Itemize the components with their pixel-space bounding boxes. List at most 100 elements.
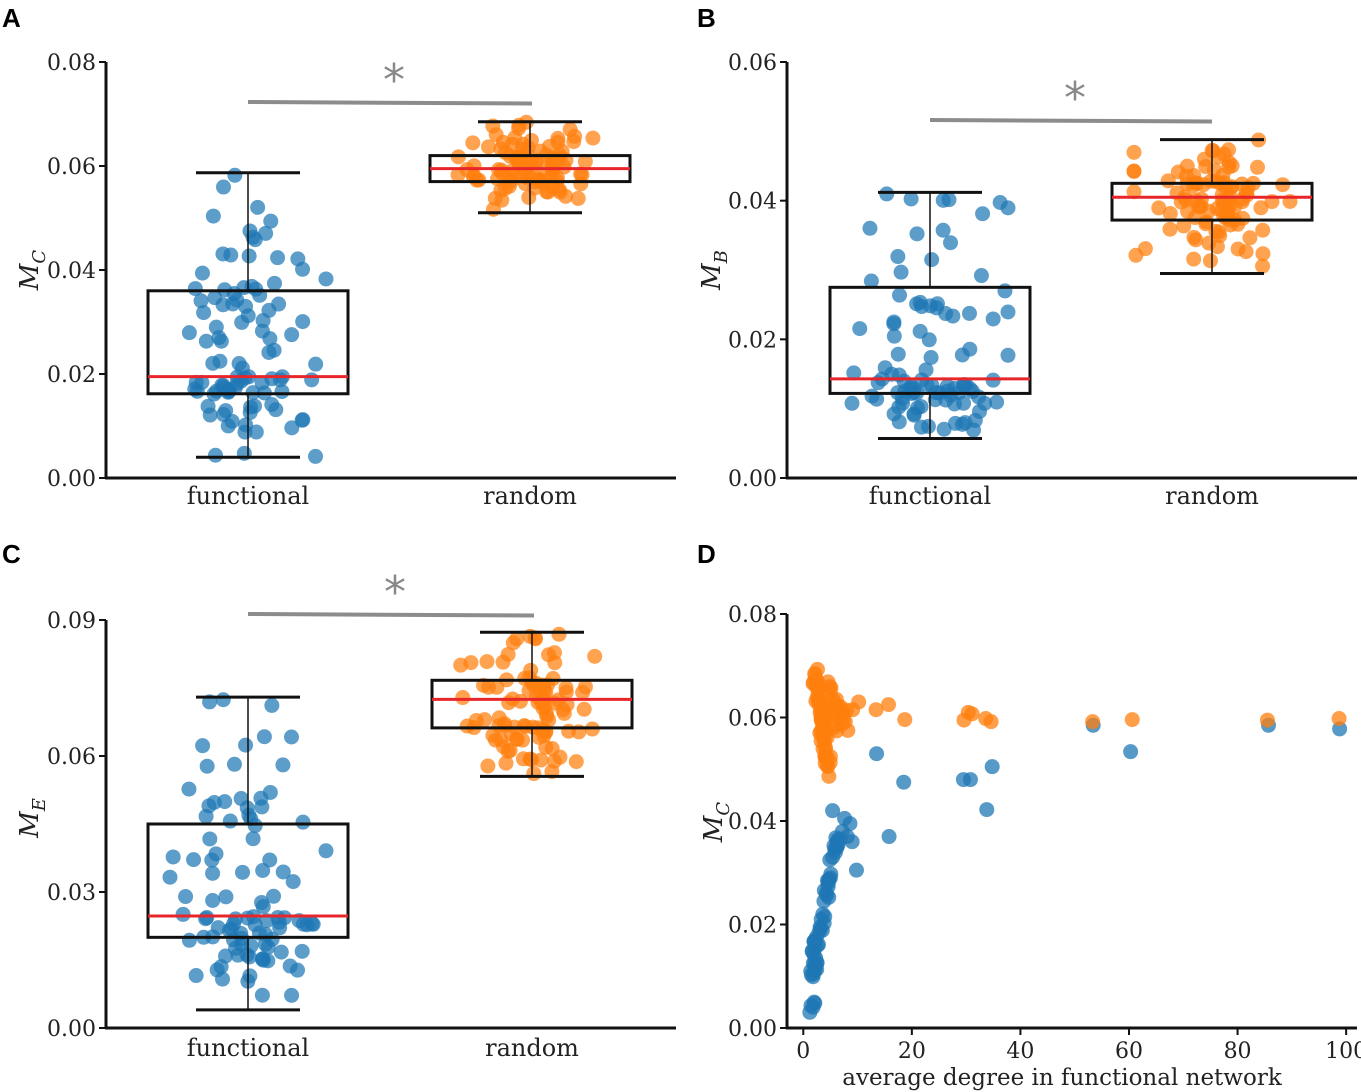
- data-point-functional: [805, 955, 821, 971]
- data-point-random: [497, 718, 513, 734]
- data-point-random: [1214, 202, 1230, 218]
- data-point-random: [495, 134, 511, 150]
- data-point-functional: [162, 869, 178, 885]
- data-point-functional: [820, 879, 836, 895]
- data-point-functional: [226, 756, 242, 772]
- data-point-functional: [846, 365, 862, 381]
- data-point-functional: [218, 403, 234, 419]
- data-point-random: [809, 661, 825, 677]
- data-point-functional: [205, 865, 221, 881]
- data-point-random: [1186, 251, 1202, 267]
- data-point-functional: [212, 353, 228, 369]
- data-point-functional: [253, 895, 269, 911]
- y-axis-title: MC: [699, 802, 734, 844]
- data-point-functional: [1123, 744, 1139, 760]
- data-point-functional: [869, 391, 885, 407]
- data-point-random: [517, 176, 533, 192]
- data-point-random: [533, 752, 549, 768]
- y-axis-title-main: M: [15, 262, 45, 291]
- data-point-functional: [267, 275, 283, 291]
- data-point-functional: [262, 852, 278, 868]
- data-point-random: [805, 676, 821, 692]
- box-functional: [828, 190, 1032, 440]
- data-point-random: [465, 135, 481, 151]
- y-axis-title: MC: [15, 250, 50, 292]
- data-point-random: [495, 739, 511, 755]
- data-point-functional: [935, 222, 951, 238]
- data-point-functional: [231, 356, 247, 372]
- data-point-random: [551, 182, 567, 198]
- box-functional: [146, 695, 350, 1012]
- data-point-random: [1170, 164, 1186, 180]
- data-point-random: [495, 654, 511, 670]
- data-point-functional: [187, 281, 203, 297]
- data-point-functional: [193, 293, 209, 309]
- data-point-functional: [266, 888, 282, 904]
- data-point-random: [1331, 711, 1347, 727]
- y-tick-label: 0.06: [47, 745, 96, 770]
- data-point-functional: [848, 862, 864, 878]
- data-point-functional: [247, 818, 263, 834]
- data-point-functional: [202, 831, 218, 847]
- data-point-functional: [807, 934, 823, 950]
- data-point-random: [575, 684, 591, 700]
- y-tick-label: 0.06: [47, 155, 96, 180]
- data-point-functional: [308, 448, 324, 464]
- points-random: [453, 626, 603, 782]
- category-label: functional: [187, 482, 309, 510]
- data-point-functional: [221, 922, 237, 938]
- data-point-random: [562, 121, 578, 137]
- data-point-random: [453, 657, 469, 673]
- data-point-functional: [1000, 347, 1016, 363]
- data-point-random: [471, 172, 487, 188]
- box-random: [428, 120, 632, 215]
- data-point-random: [576, 701, 592, 717]
- category-label: functional: [869, 482, 991, 510]
- data-point-random: [817, 711, 833, 727]
- data-point-random: [1250, 159, 1266, 175]
- data-point-functional: [923, 350, 939, 366]
- data-point-functional: [962, 772, 978, 788]
- x-tick-label: 100: [1325, 1039, 1361, 1064]
- data-point-functional: [238, 737, 254, 753]
- data-point-functional: [803, 967, 819, 983]
- data-point-functional: [954, 347, 970, 363]
- y-tick-label: 0.04: [47, 259, 96, 284]
- data-point-random: [544, 168, 560, 184]
- data-point-functional: [862, 220, 878, 236]
- data-point-functional: [188, 968, 204, 984]
- points-functional: [181, 167, 334, 464]
- box-functional: [146, 171, 350, 459]
- data-point-functional: [248, 424, 264, 440]
- panel-letter: D: [697, 539, 716, 569]
- y-tick-label: 0.00: [47, 467, 96, 492]
- data-point-functional: [295, 412, 311, 428]
- data-point-random: [1151, 200, 1167, 216]
- points-random: [450, 114, 601, 217]
- data-point-functional: [213, 333, 229, 349]
- data-point-functional: [178, 889, 194, 905]
- y-tick-label: 0.00: [47, 1017, 96, 1042]
- data-point-functional: [238, 417, 254, 433]
- data-point-functional: [186, 852, 202, 868]
- y-tick-label: 0.02: [728, 328, 777, 353]
- data-point-functional: [196, 305, 212, 321]
- data-point-random: [585, 130, 601, 146]
- data-point-functional: [852, 321, 868, 337]
- data-point-functional: [218, 948, 234, 964]
- y-axis-title-sub: C: [713, 802, 734, 816]
- data-point-functional: [938, 306, 954, 322]
- data-point-random: [1176, 218, 1192, 234]
- y-tick-label: 0.09: [47, 609, 96, 634]
- data-point-functional: [943, 235, 959, 251]
- box-iqr: [430, 678, 634, 730]
- data-point-functional: [892, 287, 908, 303]
- data-point-random: [480, 139, 496, 155]
- data-point-functional: [226, 286, 242, 302]
- panel-letter: A: [2, 3, 21, 33]
- data-point-random: [1255, 246, 1271, 262]
- data-point-random: [1187, 210, 1203, 226]
- significance-bar: [929, 118, 1213, 124]
- data-point-random: [1188, 232, 1204, 248]
